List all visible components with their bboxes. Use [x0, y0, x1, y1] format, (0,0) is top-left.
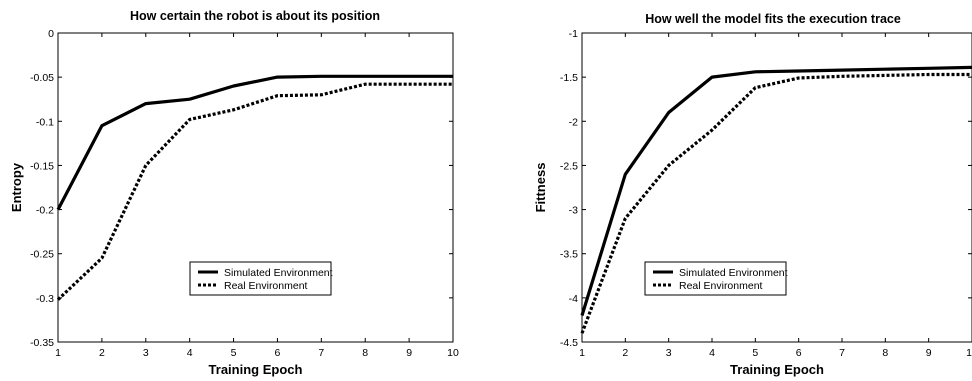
chart-2-x-tick-label: 3	[666, 347, 672, 359]
chart-1-legend-label-2: Real Environment	[224, 280, 308, 292]
chart-1-simulated-environment-line	[56, 74, 453, 211]
chart-2-simulated-environment-line	[580, 65, 972, 316]
chart-2-y-tick-label: -1.5	[560, 72, 578, 84]
chart-1-x-axis-label: Training Epoch	[209, 362, 303, 377]
chart-2-y-tick-label: -3	[569, 205, 578, 217]
chart-2-x-tick-label: 9	[926, 347, 932, 359]
chart-1-x-tick-label: 7	[318, 347, 324, 359]
chart-1-group: How certain the robot is about its posit…	[9, 9, 459, 377]
chart-2-real-environment-line	[580, 72, 972, 334]
chart-1-y-tick-label: -0.25	[30, 249, 54, 261]
chart-1-plot-area	[57, 32, 454, 343]
chart-1-y-tick-label: -0.35	[30, 337, 54, 349]
chart-1-x-tick-label: 2	[99, 347, 105, 359]
chart-1-x-tick-label: 4	[187, 347, 193, 359]
chart-1-y-tick-label: -0.05	[30, 72, 54, 84]
chart-1-y-tick-label: 0	[48, 28, 54, 40]
chart-2-legend-box	[644, 261, 787, 296]
chart-1-legend-box	[189, 261, 332, 296]
chart-2-y-tick-label: -2	[569, 116, 578, 128]
chart-2-x-tick-label: 1	[579, 347, 585, 359]
chart-2-y-tick-label: -2.5	[560, 160, 578, 172]
chart-2-x-tick-label: 7	[839, 347, 845, 359]
chart-2-x-tick-label: 6	[796, 347, 802, 359]
chart-2-x-tick-label: 4	[709, 347, 715, 359]
chart-1-y-tick-label: -0.1	[36, 116, 54, 128]
chart-2-legend-label-2: Real Environment	[679, 280, 763, 292]
chart-2-x-axis-label: Training Epoch	[730, 362, 824, 377]
chart-1-real-environment-line	[56, 82, 453, 301]
chart-1-y-axis-label: Entropy	[9, 162, 24, 212]
chart-1-x-tick-label: 8	[362, 347, 368, 359]
chart-2-y-axis-label: Fittness	[533, 163, 548, 213]
chart-1-y-tick-label: -0.15	[30, 160, 54, 172]
chart-1-legend-label-1: Simulated Environment	[224, 267, 333, 279]
chart-2-x-tick-label: 5	[752, 347, 758, 359]
chart-1-x-tick-label: 1	[55, 347, 61, 359]
chart-2-x-tick-label: 8	[882, 347, 888, 359]
chart-1-x-tick-label: 10	[447, 347, 459, 359]
chart-2-x-tick-label: 2	[622, 347, 628, 359]
chart-2-title: How well the model fits the execution tr…	[645, 12, 901, 26]
chart-2-y-tick-label: -4	[569, 293, 578, 305]
chart-1-x-tick-label: 9	[406, 347, 412, 359]
chart-1-x-tick-label: 5	[231, 347, 237, 359]
chart-2-y-tick-label: -3.5	[560, 249, 578, 261]
chart-2-legend-label-1: Simulated Environment	[679, 267, 788, 279]
chart-2-y-tick-label: -1	[569, 28, 578, 40]
chart-2-y-tick-label: -4.5	[560, 337, 578, 349]
chart-2-group: How well the model fits the execution tr…	[533, 12, 972, 377]
chart-1-title: How certain the robot is about its posit…	[130, 9, 380, 23]
chart-1-x-tick-label: 6	[275, 347, 281, 359]
chart-1-x-tick-label: 3	[143, 347, 149, 359]
chart-1-y-tick-label: -0.2	[36, 205, 54, 217]
chart-2-plot-area	[581, 32, 972, 343]
chart-1-y-tick-label: -0.3	[36, 293, 54, 305]
chart-2-x-tick-label: 10	[966, 347, 972, 359]
